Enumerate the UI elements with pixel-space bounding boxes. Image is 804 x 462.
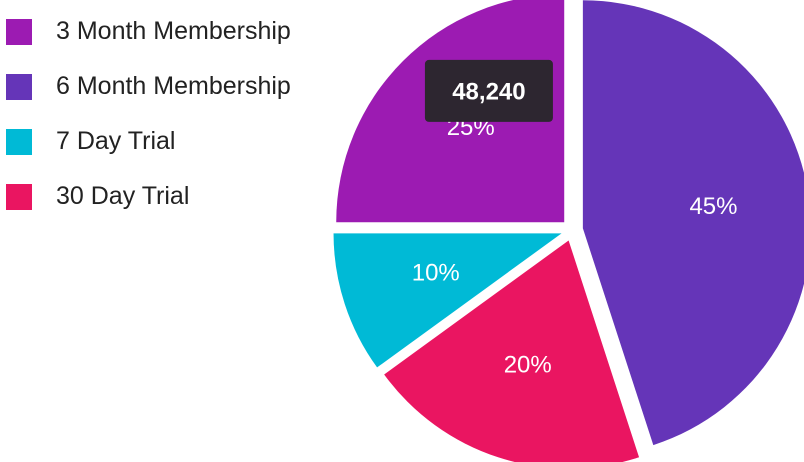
legend-swatch — [6, 183, 32, 210]
legend-label: 6 Month Membership — [56, 72, 291, 100]
legend-item[interactable]: 3 Month Membership — [6, 4, 336, 59]
tooltip-value: 48,240 — [452, 78, 525, 105]
legend-label: 7 Day Trial — [56, 127, 176, 155]
thirty-day-slice[interactable] — [384, 240, 640, 462]
legend-label: 3 Month Membership — [56, 17, 291, 45]
legend-item[interactable]: 30 Day Trial — [6, 169, 336, 224]
seven-day-slice-label: 10% — [412, 260, 460, 287]
legend-item[interactable]: 6 Month Membership — [6, 59, 336, 114]
legend-label: 30 Day Trial — [56, 182, 190, 210]
chart-legend: 3 Month Membership 6 Month Membership 7 … — [6, 4, 336, 224]
seven-day-slice[interactable] — [333, 233, 562, 368]
tooltip-box — [424, 59, 553, 122]
legend-swatch — [6, 18, 32, 45]
thirty-day-slice-label: 20% — [504, 352, 552, 379]
legend-swatch — [6, 128, 32, 155]
pie-slice-labels: 45%20%10%25% — [412, 114, 738, 379]
six-month-slice[interactable] — [582, 0, 804, 446]
tooltip: 48,240 — [424, 59, 553, 122]
pie-slices — [333, 0, 804, 462]
six-month-slice-label: 45% — [689, 193, 737, 220]
legend-swatch — [6, 73, 32, 100]
legend-item[interactable]: 7 Day Trial — [6, 114, 336, 169]
